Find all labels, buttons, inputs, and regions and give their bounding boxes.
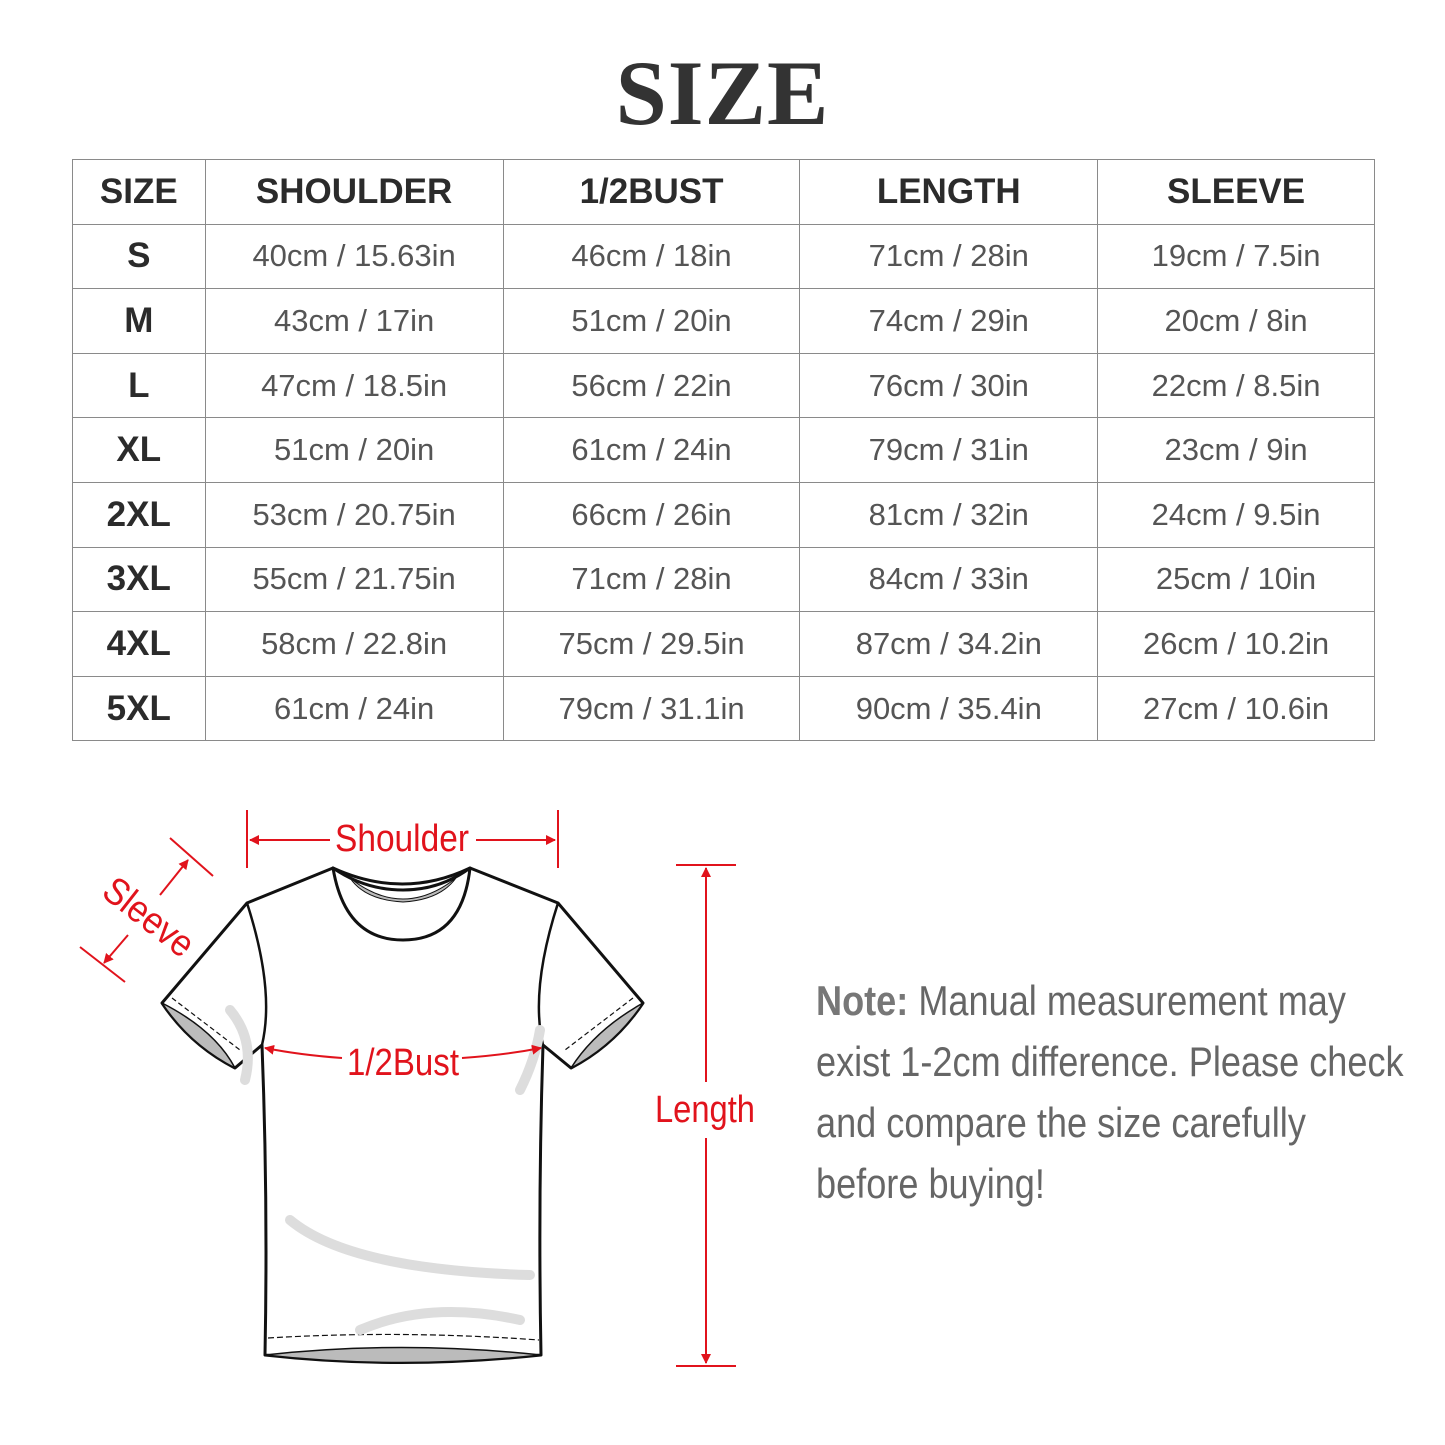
length-label: Length: [655, 1089, 755, 1131]
size-table: SIZE SHOULDER 1/2BUST LENGTH SLEEVE S 40cm / …: [72, 159, 1375, 742]
table-row: M 43cm / 17in 51cm / 20in 74cm / 29in 20cm /…: [72, 288, 1375, 354]
measurement-cell: 47cm / 18.5in: [204, 352, 504, 419]
measurement-cell: 27cm / 10.6in: [1097, 675, 1375, 742]
sleeve-label: Sleeve: [94, 869, 202, 966]
measurement-cell: 61cm / 24in: [502, 417, 801, 483]
measurement-cell: 81cm / 32in: [799, 481, 1099, 548]
size-cell: L: [72, 352, 206, 419]
measurement-cell: 53cm / 20.75in: [204, 481, 504, 548]
measurement-cell: 20cm / 8in: [1097, 288, 1375, 354]
measurement-cell: 90cm / 35.4in: [799, 675, 1099, 742]
size-cell: 3XL: [72, 546, 206, 613]
table-row: S 40cm / 15.63in 46cm / 18in 71cm / 28in 19c…: [72, 223, 1375, 290]
size-cell: 2XL: [72, 481, 206, 548]
measurement-cell: 79cm / 31in: [799, 417, 1099, 483]
note-body: Manual measurement may exist 1-2cm diffe…: [816, 977, 1404, 1207]
column-header-12bust: 1/2BUST: [502, 159, 801, 225]
table-row: 2XL 53cm / 20.75in 66cm / 26in 81cm / 32in 2…: [72, 481, 1375, 548]
table-row: L 47cm / 18.5in 56cm / 22in 76cm / 30in 22cm…: [72, 352, 1375, 419]
measurement-cell: 24cm / 9.5in: [1097, 481, 1375, 548]
measurement-cell: 25cm / 10in: [1097, 546, 1375, 613]
measurement-cell: 75cm / 29.5in: [502, 611, 801, 677]
measurement-cell: 71cm / 28in: [502, 546, 801, 613]
shoulder-label: Shoulder: [335, 818, 469, 860]
measurement-cell: 19cm / 7.5in: [1097, 223, 1375, 290]
measurement-cell: 76cm / 30in: [799, 352, 1099, 419]
size-cell: S: [72, 223, 206, 290]
measurement-cell: 51cm / 20in: [502, 288, 801, 354]
measurement-cell: 51cm / 20in: [204, 417, 504, 483]
measurement-cell: 56cm / 22in: [502, 352, 801, 419]
column-header-sleeve: SLEEVE: [1097, 159, 1375, 225]
measurement-cell: 74cm / 29in: [799, 288, 1099, 354]
measurement-cell: 84cm / 33in: [799, 546, 1099, 613]
table-row: 3XL 55cm / 21.75in 71cm / 28in 84cm / 33in 2…: [72, 546, 1375, 613]
measurement-cell: 22cm / 8.5in: [1097, 352, 1375, 419]
column-header-length: LENGTH: [799, 159, 1099, 225]
note-label: Note:: [816, 977, 909, 1024]
measurement-cell: 55cm / 21.75in: [204, 546, 504, 613]
size-cell: M: [72, 288, 206, 354]
table-row: XL 51cm / 20in 61cm / 24in 79cm / 31in 23cm …: [72, 417, 1375, 483]
size-cell: 4XL: [72, 611, 206, 677]
measurement-cell: 61cm / 24in: [204, 675, 504, 742]
measurement-cell: 23cm / 9in: [1097, 417, 1375, 483]
tshirt-illustration: [160, 866, 645, 1364]
table-header-row: SIZE SHOULDER 1/2BUST LENGTH SLEEVE: [72, 159, 1375, 225]
measurement-cell: 46cm / 18in: [502, 223, 801, 290]
bust-label: 1/2Bust: [347, 1042, 459, 1084]
table-row: 5XL 61cm / 24in 79cm / 31.1in 90cm / 35.4in…: [72, 675, 1375, 742]
measurement-cell: 66cm / 26in: [502, 481, 801, 548]
measurement-lines: [79, 810, 736, 1367]
column-header-size: SIZE: [72, 159, 206, 225]
measurement-cell: 58cm / 22.8in: [204, 611, 504, 677]
size-cell: 5XL: [72, 675, 206, 742]
measurement-cell: 79cm / 31.1in: [502, 675, 801, 742]
measurement-cell: 26cm / 10.2in: [1097, 611, 1375, 677]
note-text: Note: Manual measurement may exist 1-2cm…: [816, 970, 1418, 1214]
measurement-cell: 43cm / 17in: [204, 288, 504, 354]
page-title: SIZE: [615, 42, 830, 144]
measurement-cell: 40cm / 15.63in: [204, 223, 504, 290]
